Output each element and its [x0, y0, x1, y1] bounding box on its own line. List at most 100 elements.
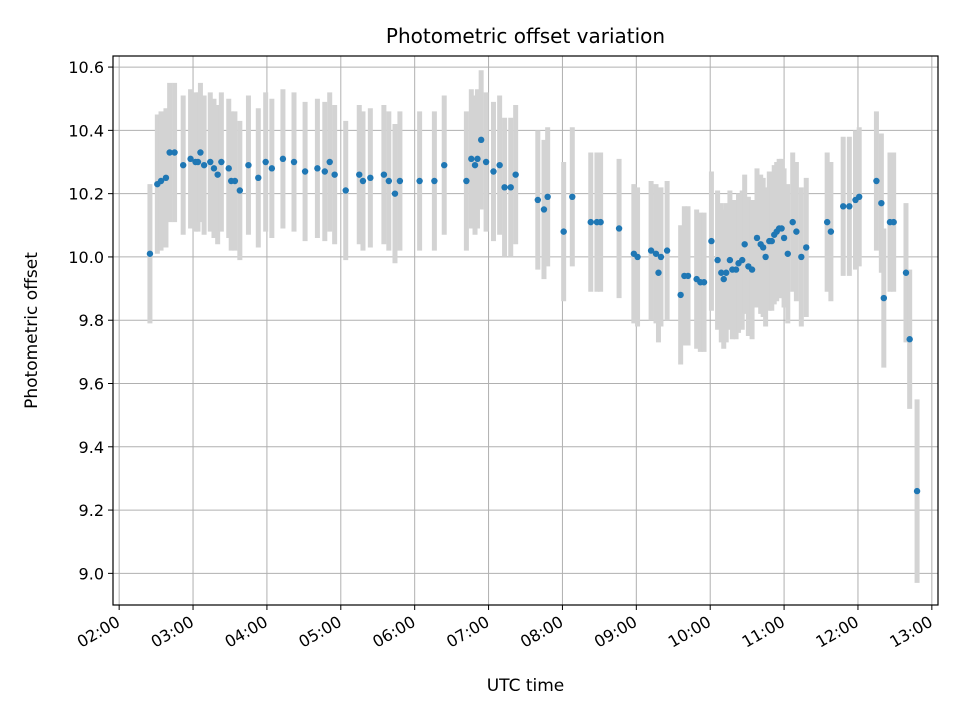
- data-point: [762, 253, 769, 261]
- x-axis-label: UTC time: [487, 676, 565, 696]
- data-point: [634, 253, 641, 261]
- y-tick-label: 10.0: [68, 248, 104, 267]
- data-point: [873, 177, 880, 185]
- data-point: [726, 256, 734, 264]
- data-point: [268, 165, 276, 172]
- data-point: [331, 171, 338, 178]
- data-point: [789, 218, 796, 226]
- data-point: [906, 336, 913, 343]
- data-point: [753, 234, 761, 242]
- data-point: [890, 218, 897, 226]
- data-point: [741, 241, 748, 248]
- data-point: [474, 155, 481, 163]
- data-point: [245, 161, 252, 169]
- data-point: [587, 218, 594, 226]
- data-point: [846, 203, 853, 210]
- data-point: [157, 177, 165, 185]
- data-point: [597, 218, 604, 226]
- data-point: [477, 136, 485, 144]
- data-point: [279, 155, 287, 163]
- data-point: [482, 158, 490, 166]
- data-point: [218, 158, 225, 166]
- y-tick-label: 9.8: [79, 311, 104, 330]
- data-point: [759, 244, 767, 251]
- data-point: [225, 165, 232, 172]
- data-point: [171, 149, 178, 156]
- data-point: [768, 237, 775, 245]
- data-point: [197, 149, 204, 156]
- data-point: [720, 275, 727, 283]
- y-tick-label: 9.4: [79, 438, 104, 457]
- data-point: [714, 256, 721, 264]
- plot-frame: [112, 55, 939, 606]
- data-point: [655, 269, 662, 276]
- data-point: [162, 174, 170, 182]
- data-point: [569, 193, 576, 201]
- data-point: [490, 168, 497, 175]
- data-point: [723, 269, 730, 276]
- data-point: [290, 158, 298, 166]
- data-point: [236, 187, 244, 194]
- data-point: [677, 291, 684, 299]
- y-tick-label: 10.6: [68, 58, 104, 77]
- data-point: [534, 196, 542, 204]
- data-point: [501, 184, 508, 191]
- y-tick-label: 10.2: [68, 185, 104, 204]
- data-point: [615, 225, 623, 232]
- data-point: [839, 203, 847, 210]
- data-point: [507, 184, 514, 191]
- data-point: [441, 161, 448, 169]
- data-point: [321, 168, 328, 175]
- y-tick-label: 9.2: [79, 501, 104, 520]
- data-point: [803, 244, 810, 251]
- data-point: [798, 253, 805, 261]
- data-point: [780, 234, 788, 242]
- data-points: [146, 136, 921, 495]
- data-point: [314, 165, 321, 172]
- data-point: [560, 228, 567, 235]
- data-point: [880, 294, 888, 302]
- data-point: [913, 487, 921, 495]
- data-point: [391, 190, 399, 197]
- data-point: [512, 171, 519, 178]
- y-tick-label: 9.0: [79, 564, 104, 583]
- data-point: [380, 171, 388, 178]
- data-point: [468, 155, 475, 163]
- data-point: [496, 161, 503, 169]
- data-point: [262, 158, 269, 166]
- data-point: [255, 174, 262, 182]
- data-point: [301, 168, 309, 175]
- data-point: [463, 177, 470, 185]
- data-point: [708, 237, 715, 245]
- data-point: [827, 228, 835, 235]
- data-point: [214, 171, 221, 178]
- data-point: [663, 247, 671, 254]
- data-point: [359, 177, 367, 185]
- data-point: [416, 177, 423, 185]
- data-point: [342, 187, 349, 194]
- data-point: [194, 158, 202, 166]
- y-axis-ticks: 9.0 9.2 9.4 9.6 9.8 10.0 10.2 10.4 10.6: [68, 58, 113, 583]
- data-point: [544, 193, 551, 201]
- data-point: [385, 177, 393, 185]
- data-point: [179, 161, 187, 169]
- data-point: [823, 218, 831, 226]
- data-point: [166, 149, 173, 156]
- data-point: [700, 279, 708, 286]
- data-point: [657, 253, 665, 261]
- data-point: [739, 256, 746, 264]
- data-point: [778, 225, 785, 232]
- data-point: [367, 174, 374, 182]
- data-point: [652, 250, 660, 257]
- data-point: [902, 269, 910, 276]
- data-point: [231, 177, 239, 185]
- data-point: [431, 177, 438, 185]
- y-tick-label: 9.6: [79, 375, 104, 394]
- data-point: [200, 161, 208, 169]
- data-point: [187, 155, 194, 163]
- data-point: [647, 247, 655, 254]
- data-point: [732, 266, 740, 273]
- y-tick-label: 10.4: [68, 121, 104, 140]
